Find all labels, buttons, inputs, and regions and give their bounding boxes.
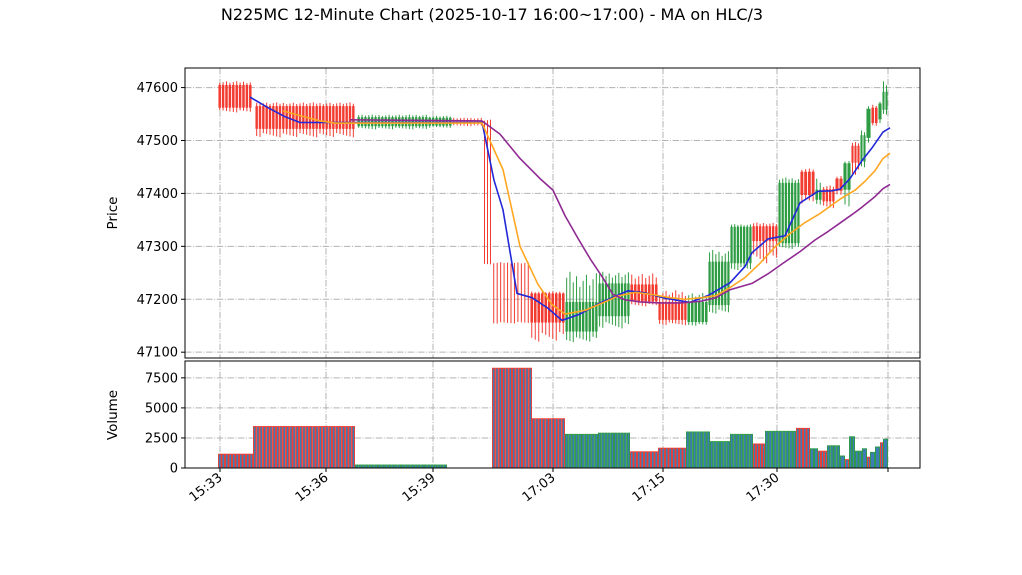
svg-text:0: 0	[170, 462, 178, 477]
svg-text:15:33: 15:33	[187, 470, 226, 505]
svg-text:47600: 47600	[137, 81, 178, 96]
svg-text:47200: 47200	[137, 293, 178, 308]
svg-text:17:30: 17:30	[744, 470, 783, 505]
svg-text:47400: 47400	[137, 187, 178, 202]
svg-text:17:03: 17:03	[520, 470, 559, 505]
svg-text:5000: 5000	[145, 401, 178, 416]
price-axis-label: Price	[105, 197, 121, 230]
volume-axis-label: Volume	[105, 390, 121, 440]
svg-text:15:39: 15:39	[400, 470, 439, 505]
chart-title: N225MC 12-Minute Chart (2025-10-17 16:00…	[221, 5, 763, 24]
svg-text:15:36: 15:36	[293, 470, 332, 505]
svg-text:47500: 47500	[137, 134, 178, 149]
svg-text:47300: 47300	[137, 240, 178, 255]
plot-area: 47100 47200 47300 47400 47500 47600 0 2500 5000 7…	[137, 67, 921, 505]
svg-text:2500: 2500	[145, 431, 178, 446]
svg-text:47100: 47100	[137, 346, 178, 361]
svg-text:17:15: 17:15	[630, 470, 669, 505]
svg-text:7500: 7500	[145, 371, 178, 386]
